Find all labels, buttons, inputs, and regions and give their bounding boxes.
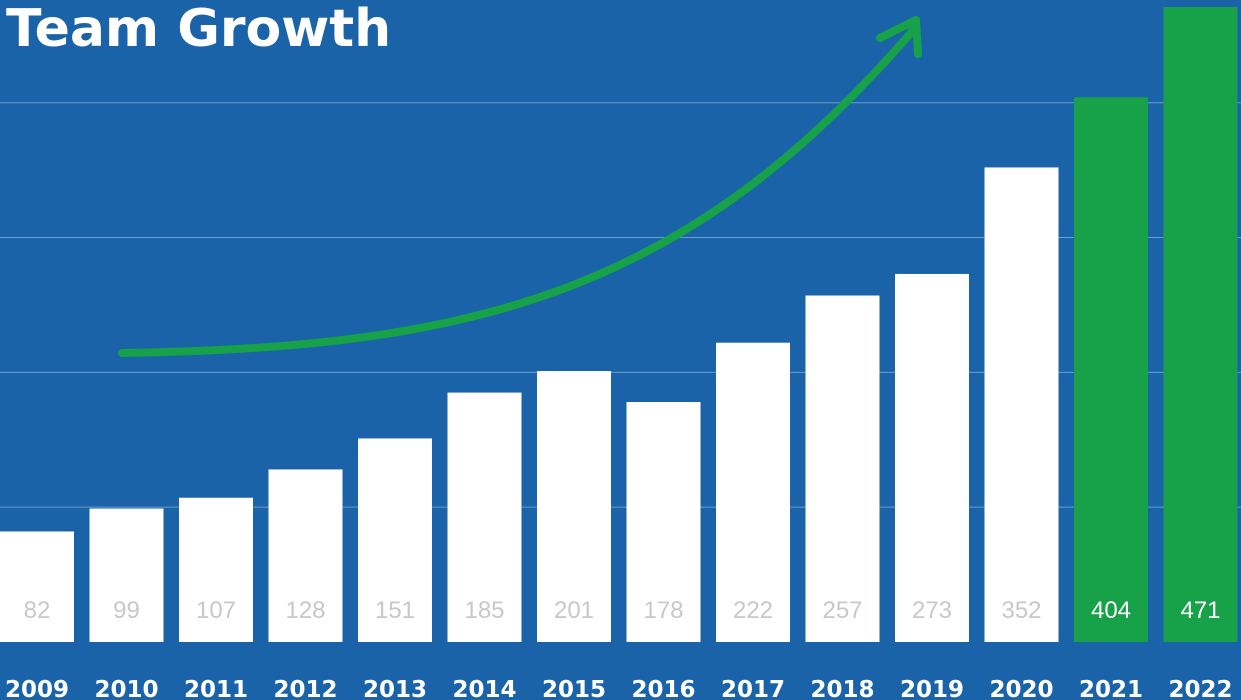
year-label-2018: 2018	[810, 677, 874, 700]
trend-arrow	[118, 16, 922, 357]
year-label-2022: 2022	[1168, 677, 1232, 700]
bar-2011	[179, 497, 253, 642]
value-label-2017: 222	[733, 597, 773, 624]
value-label-2022: 471	[1180, 597, 1220, 624]
value-label-2020: 352	[1001, 597, 1041, 624]
value-label-2016: 178	[643, 597, 683, 624]
trend-arrow-head	[876, 16, 922, 58]
value-label-2011: 107	[196, 597, 236, 624]
bar-2015	[537, 371, 611, 642]
year-label-2019: 2019	[900, 677, 964, 700]
bar-2013	[358, 438, 432, 642]
bar-2016	[626, 402, 701, 642]
year-label-2021: 2021	[1079, 677, 1143, 700]
year-label-2015: 2015	[542, 677, 606, 700]
chart-title: Team Growth	[6, 0, 391, 59]
year-label-2016: 2016	[631, 677, 695, 700]
year-label-2011: 2011	[184, 677, 248, 700]
bars	[0, 7, 1238, 642]
year-label-2009: 2009	[5, 677, 69, 700]
bar-2012	[268, 469, 343, 642]
year-label-2012: 2012	[273, 677, 337, 700]
value-label-2015: 201	[554, 597, 594, 624]
bar-2022	[1163, 7, 1238, 642]
year-label-2010: 2010	[94, 677, 158, 700]
bar-2014	[447, 392, 522, 642]
trend-arrow-curve	[118, 24, 919, 357]
year-label-2017: 2017	[721, 677, 785, 700]
year-label-2020: 2020	[989, 677, 1053, 700]
value-label-2012: 128	[285, 597, 325, 624]
value-label-2019: 273	[912, 597, 952, 624]
bar-2010	[89, 508, 164, 642]
year-labels: 2009 2010 2011 2012 2013 2014 2015 2016 2017 2018…	[5, 677, 1233, 700]
bar-2018	[805, 295, 880, 642]
value-label-2013: 151	[375, 597, 415, 624]
value-label-2010: 99	[113, 597, 140, 624]
year-label-2013: 2013	[363, 677, 427, 700]
bar-2009	[0, 531, 74, 642]
bar-2019	[895, 273, 969, 642]
value-labels: 82 99 107 128 151 185 201 178 222 257 273 352 404 471	[24, 597, 1221, 624]
bar-2017	[716, 342, 790, 642]
value-label-2014: 185	[464, 597, 504, 624]
bar-2020	[984, 167, 1059, 642]
value-label-2018: 257	[822, 597, 862, 624]
year-label-2014: 2014	[452, 677, 516, 700]
bar-2021	[1074, 97, 1148, 642]
value-label-2021: 404	[1091, 597, 1131, 624]
value-label-2009: 82	[24, 597, 51, 624]
